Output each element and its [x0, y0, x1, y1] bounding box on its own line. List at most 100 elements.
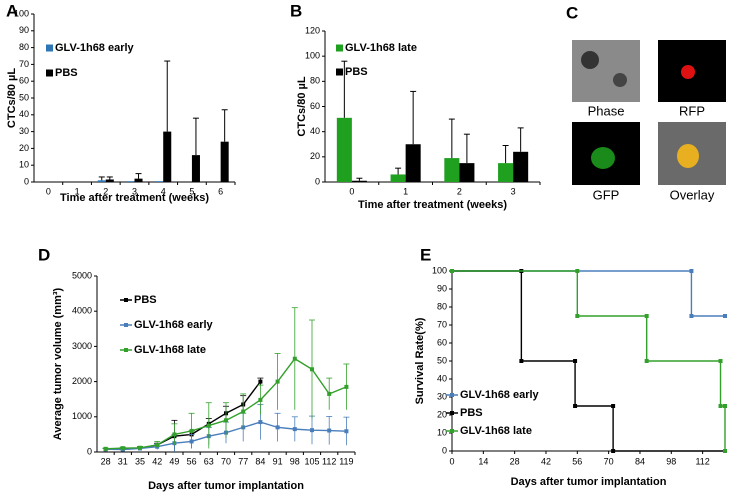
point [689, 314, 694, 318]
legend-label: PBS [460, 407, 483, 419]
x-tick-label: 84 [635, 456, 645, 466]
point [275, 425, 280, 430]
x-tick-label: 63 [204, 456, 214, 466]
y-tick-label: 70 [437, 319, 447, 329]
x-axis-label: Time after treatment (weeks) [60, 192, 209, 204]
y-tick-label: 30 [437, 391, 447, 401]
panel-label: E [420, 245, 431, 264]
point [644, 314, 649, 318]
bar [220, 141, 229, 182]
bar [97, 180, 106, 182]
point [224, 418, 228, 423]
y-tick-label: 5000 [72, 270, 92, 280]
legend-swatch [46, 69, 53, 77]
y-tick-label: 4000 [72, 306, 92, 316]
y-tick-label: 60 [437, 337, 447, 347]
y-axis-label: Average tumor volume (mm³) [52, 287, 64, 440]
y-tick-label: 0 [442, 445, 447, 455]
point [292, 356, 297, 361]
x-tick-label: 0 [349, 186, 354, 196]
x-tick-label: 0 [449, 456, 454, 466]
legend-marker [124, 298, 128, 302]
x-axis-label: Days after tumor implantation [148, 480, 304, 492]
y-tick-label: 20 [19, 143, 29, 153]
legend-label: PBS [134, 294, 157, 306]
point [689, 269, 694, 273]
legend-swatch [46, 44, 53, 52]
x-tick-label: 2 [457, 186, 462, 196]
point [519, 359, 524, 363]
y-tick-label: 50 [437, 355, 447, 365]
y-tick-label: 70 [19, 59, 29, 69]
series-line [105, 381, 261, 450]
point [292, 427, 297, 432]
bar [155, 181, 164, 182]
y-tick-label: 120 [305, 25, 320, 35]
y-tick-label: 100 [14, 8, 29, 18]
legend-swatch [336, 68, 343, 76]
bar [444, 158, 460, 182]
x-tick-label: 98 [666, 456, 676, 466]
rfp-signal [681, 65, 695, 79]
bar [498, 163, 514, 182]
y-tick-label: 2000 [72, 376, 92, 386]
x-tick-label: 56 [187, 456, 197, 466]
bar [336, 117, 352, 182]
point [138, 445, 142, 450]
y-tick-label: 40 [310, 126, 320, 136]
y-tick-label: 60 [19, 76, 29, 86]
bar [134, 178, 143, 182]
point [258, 379, 263, 384]
y-tick-label: 100 [432, 265, 447, 275]
cell [581, 51, 599, 69]
point [189, 428, 194, 433]
y-axis-label: CTCs/80 µL [6, 68, 18, 128]
legend-marker [450, 429, 454, 433]
panel-label: A [6, 1, 18, 20]
y-tick-label: 50 [19, 92, 29, 102]
phase-image [572, 40, 640, 102]
y-tick-label: 80 [437, 301, 447, 311]
legend-label: GLV-1h68 early [460, 389, 540, 401]
point [327, 428, 332, 433]
point [723, 449, 727, 453]
y-tick-label: 0 [24, 176, 29, 186]
x-tick-label: 0 [46, 186, 51, 196]
y-tick-label: 40 [19, 109, 29, 119]
x-tick-label: 28 [510, 456, 520, 466]
x-tick-label: 84 [255, 456, 265, 466]
point [241, 409, 246, 414]
image-caption: GFP [593, 187, 620, 202]
x-tick-label: 2 [103, 186, 108, 196]
y-tick-label: 30 [19, 126, 29, 136]
series-line [452, 270, 725, 317]
y-tick-label: 90 [437, 283, 447, 293]
panel-label: D [38, 245, 50, 264]
legend-label: GLV-1h68 late [460, 425, 532, 437]
point [573, 359, 578, 363]
legend-marker [124, 323, 128, 327]
x-axis-label: Days after tumor implantation [511, 476, 667, 488]
x-tick-label: 42 [152, 456, 162, 466]
image-caption: Phase [588, 103, 625, 118]
point [310, 428, 314, 433]
y-tick-label: 1000 [72, 411, 92, 421]
x-tick-label: 49 [169, 456, 179, 466]
cell [613, 73, 627, 87]
point [103, 446, 108, 451]
point [172, 432, 177, 437]
bar [390, 174, 406, 182]
image-caption: RFP [679, 103, 705, 118]
x-tick-label: 70 [604, 456, 614, 466]
series-line [452, 270, 725, 452]
y-tick-label: 10 [437, 427, 447, 437]
point [344, 384, 349, 389]
y-tick-label: 10 [19, 160, 29, 170]
y-tick-label: 0 [87, 446, 92, 456]
y-tick-label: 100 [305, 51, 320, 61]
y-tick-label: 80 [19, 42, 29, 52]
legend-swatch [336, 44, 343, 52]
x-tick-label: 4 [161, 186, 166, 196]
x-tick-label: 105 [304, 456, 319, 466]
